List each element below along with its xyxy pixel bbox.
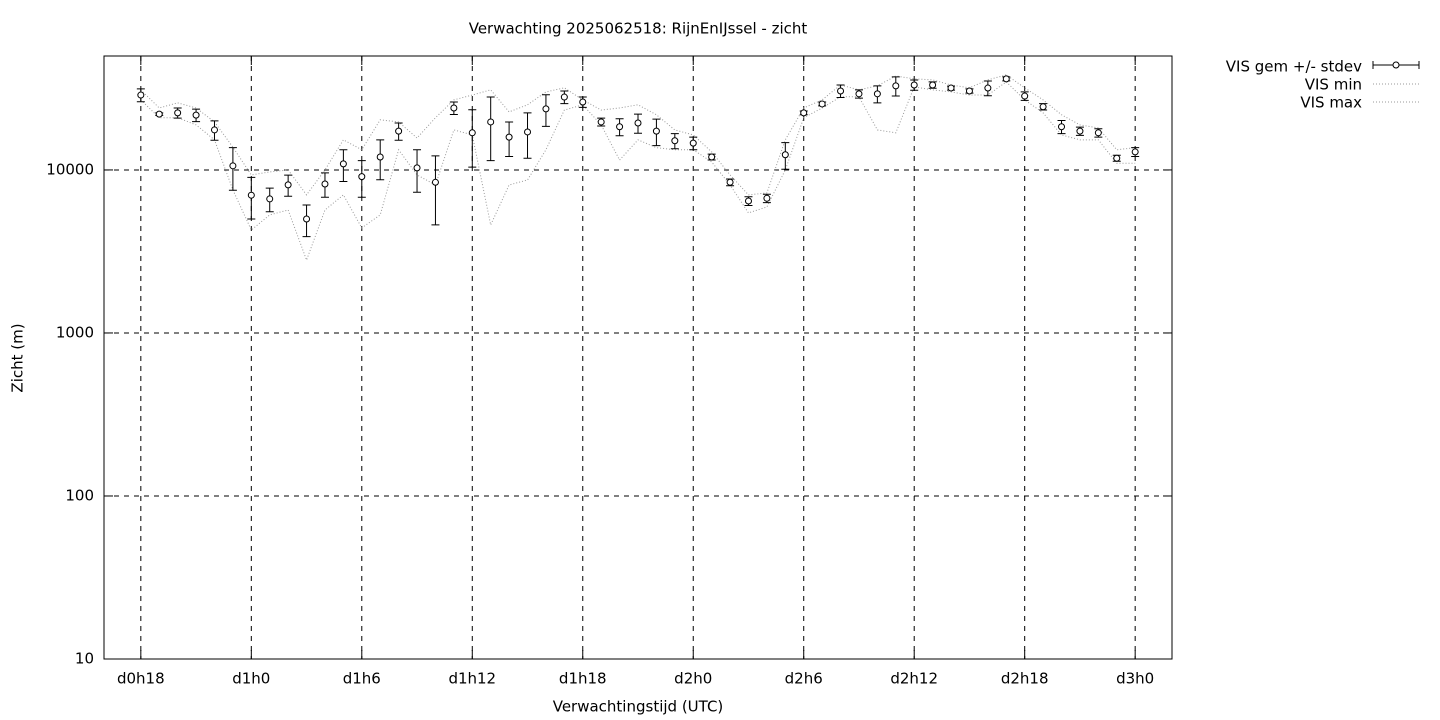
data-point (892, 82, 900, 90)
data-point (174, 109, 182, 117)
x-tick-label: d3h0 (1116, 670, 1154, 688)
data-point (855, 90, 863, 98)
data-point (560, 93, 568, 101)
x-tick-label: d1h0 (232, 670, 270, 688)
data-point (910, 81, 918, 89)
data-point (229, 162, 237, 170)
y-tick-label: 1000 (56, 323, 94, 341)
data-point (652, 127, 660, 135)
x-tick-label: d2h6 (785, 670, 823, 688)
data-point (487, 118, 495, 126)
data-point (505, 133, 513, 141)
data-point (1058, 123, 1066, 131)
data-point (450, 104, 458, 112)
legend-label: VIS max (1300, 94, 1362, 112)
y-tick-label: 10000 (46, 160, 94, 178)
error-bar (523, 112, 532, 159)
data-point (468, 129, 476, 137)
data-point (247, 191, 255, 199)
data-point (524, 128, 532, 136)
data-point (873, 90, 881, 98)
x-axis-label: Verwachtingstijd (UTC) (553, 698, 724, 716)
data-point (744, 197, 752, 205)
data-point (210, 126, 218, 134)
data-point (929, 81, 937, 89)
data-point (1039, 103, 1047, 111)
data-point (413, 164, 421, 172)
data-point (137, 91, 145, 99)
data-point (1131, 148, 1139, 156)
data-point (984, 84, 992, 92)
data-point (689, 139, 697, 147)
data-point (781, 151, 789, 159)
x-tick-label: d1h18 (559, 670, 607, 688)
data-point (1002, 75, 1010, 83)
data-point (708, 153, 716, 161)
data-point (1113, 154, 1121, 162)
legend-label: VIS gem +/- stdev (1226, 58, 1362, 76)
data-point (965, 87, 973, 95)
data-point (1094, 129, 1102, 137)
plot-frame (103, 55, 1173, 660)
x-tick-label: d2h18 (1001, 670, 1049, 688)
x-tick-label: d2h0 (674, 670, 712, 688)
error-bar (431, 155, 440, 226)
legend-sample (1392, 61, 1400, 69)
data-point (303, 215, 311, 223)
error-bar (468, 109, 477, 168)
data-point (616, 123, 624, 131)
data-point (155, 110, 163, 118)
data-point (947, 84, 955, 92)
data-point (1021, 92, 1029, 100)
data-point (339, 160, 347, 168)
legend-label: VIS min (1305, 76, 1362, 94)
data-point (671, 137, 679, 145)
data-point (192, 111, 200, 119)
data-point (763, 194, 771, 202)
error-bar (486, 96, 495, 162)
data-point (266, 195, 274, 203)
data-point (321, 180, 329, 188)
data-point (634, 119, 642, 127)
chart-title: Verwachting 2025062518: RijnEnIJssel - z… (469, 20, 808, 38)
data-point (579, 98, 587, 106)
data-point (431, 178, 439, 186)
data-point (1076, 127, 1084, 135)
legend: VIS gem +/- stdev VIS min VIS max (1226, 58, 1420, 112)
data-point (818, 100, 826, 108)
y-tick-label: 100 (65, 486, 94, 504)
x-tick-label: d1h6 (343, 670, 381, 688)
data-point (284, 181, 292, 189)
data-point (358, 173, 366, 181)
x-tick-label: d0h18 (117, 670, 165, 688)
x-tick-label: d1h12 (448, 670, 496, 688)
data-point (597, 118, 605, 126)
data-point (376, 153, 384, 161)
series-line (140, 81, 1136, 262)
y-tick-label: 10 (75, 650, 94, 668)
y-axis-label: Zicht (m) (9, 323, 27, 392)
data-point (395, 127, 403, 135)
x-tick-label: d2h12 (890, 670, 938, 688)
data-point (726, 178, 734, 186)
data-point (800, 109, 808, 117)
data-point (542, 105, 550, 113)
data-point (837, 87, 845, 95)
